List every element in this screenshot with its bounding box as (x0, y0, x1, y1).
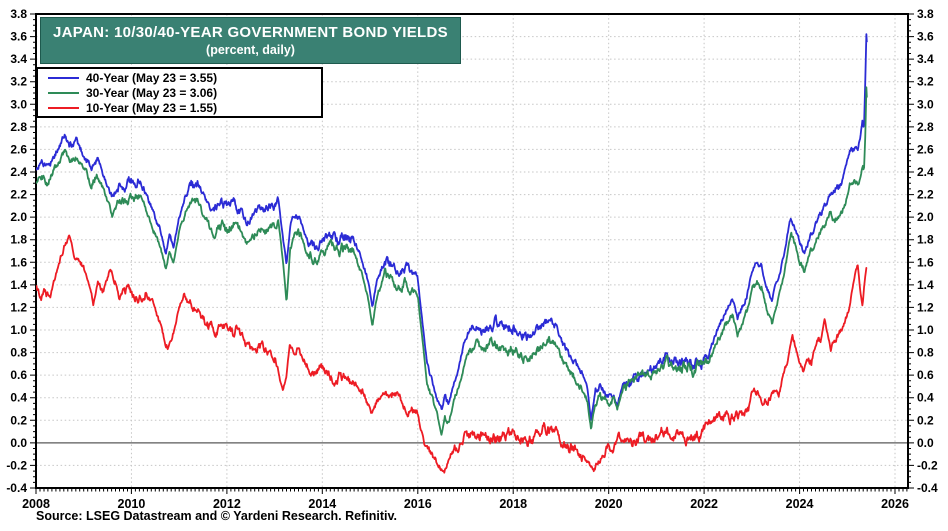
svg-text:2010: 2010 (118, 497, 146, 511)
chart-subtitle: (percent, daily) (206, 43, 295, 57)
svg-text:2.6: 2.6 (917, 142, 934, 156)
legend-line-swatch (48, 106, 79, 109)
svg-text:2.6: 2.6 (10, 142, 27, 156)
svg-text:-0.2: -0.2 (6, 458, 27, 472)
svg-text:3.2: 3.2 (10, 75, 27, 89)
svg-text:0.2: 0.2 (10, 413, 27, 427)
svg-text:3.6: 3.6 (917, 30, 934, 44)
svg-text:2020: 2020 (595, 497, 623, 511)
source-note: Source: LSEG Datastream and © Yardeni Re… (36, 509, 397, 523)
svg-text:2.4: 2.4 (917, 165, 934, 179)
svg-text:3.2: 3.2 (917, 75, 934, 89)
svg-text:-0.2: -0.2 (917, 458, 938, 472)
svg-text:1.2: 1.2 (10, 300, 27, 314)
svg-text:2024: 2024 (786, 497, 814, 511)
svg-text:2014: 2014 (308, 497, 336, 511)
svg-text:2.8: 2.8 (10, 120, 27, 134)
svg-text:2.2: 2.2 (917, 188, 934, 202)
svg-text:0.8: 0.8 (917, 346, 934, 360)
svg-text:0.6: 0.6 (10, 368, 27, 382)
svg-text:0.8: 0.8 (10, 346, 27, 360)
svg-text:2.0: 2.0 (10, 210, 27, 224)
svg-text:2022: 2022 (690, 497, 718, 511)
svg-text:2.0: 2.0 (917, 210, 934, 224)
svg-text:2.2: 2.2 (10, 188, 27, 202)
legend-item-10-year: 10-Year (May 23 = 1.55) (44, 101, 315, 115)
svg-text:3.4: 3.4 (917, 52, 934, 66)
legend-item-30-year: 30-Year (May 23 = 3.06) (44, 86, 315, 100)
svg-text:2016: 2016 (404, 497, 432, 511)
legend: 40-Year (May 23 = 3.55) 30-Year (May 23 =… (36, 67, 323, 118)
svg-text:1.8: 1.8 (10, 233, 27, 247)
svg-text:0.6: 0.6 (917, 368, 934, 382)
svg-text:0.2: 0.2 (917, 413, 934, 427)
svg-text:1.0: 1.0 (10, 323, 27, 337)
svg-text:0.0: 0.0 (10, 436, 27, 450)
svg-text:1.4: 1.4 (917, 278, 934, 292)
legend-line-swatch (48, 91, 79, 94)
svg-text:3.8: 3.8 (917, 7, 934, 21)
legend-label: 30-Year (May 23 = 3.06) (86, 85, 218, 100)
svg-text:2012: 2012 (213, 497, 241, 511)
plot-frame (35, 13, 909, 489)
legend-item-40-year: 40-Year (May 23 = 3.55) (44, 71, 315, 85)
legend-label: 10-Year (May 23 = 1.55) (86, 100, 218, 115)
svg-text:0.4: 0.4 (10, 391, 27, 405)
legend-line-swatch (48, 76, 79, 79)
svg-text:1.6: 1.6 (917, 255, 934, 269)
svg-text:3.6: 3.6 (10, 30, 27, 44)
svg-text:1.8: 1.8 (917, 233, 934, 247)
svg-text:2008: 2008 (22, 497, 50, 511)
chart-title-box: JAPAN: 10/30/40-YEAR GOVERNMENT BOND YIE… (40, 17, 461, 64)
svg-text:-0.4: -0.4 (6, 481, 27, 495)
svg-text:1.4: 1.4 (10, 278, 27, 292)
axis-ticks (30, 13, 914, 494)
svg-text:2026: 2026 (881, 497, 909, 511)
svg-text:3.0: 3.0 (10, 97, 27, 111)
x-axis-labels: 2008 2010 2012 2014 2016 2018 2020 2022 2024 2026 (22, 497, 909, 511)
y-axis-labels-right: -0.4 -0.2 0.0 0.2 0.4 0.6 0.8 1.0 1.2 1.4 1.6 1.8 2.… (917, 7, 938, 495)
svg-text:1.2: 1.2 (917, 300, 934, 314)
svg-text:2018: 2018 (499, 497, 527, 511)
y-axis-labels-left: -0.4 -0.2 0.0 0.2 0.4 0.6 0.8 1.0 1.2 1.4 1.6 1.8 2.… (6, 7, 27, 495)
series-line-40-year (36, 33, 868, 421)
series-line-10-year (36, 234, 868, 474)
svg-text:1.0: 1.0 (917, 323, 934, 337)
legend-label: 40-Year (May 23 = 3.55) (86, 70, 218, 85)
svg-text:2.4: 2.4 (10, 165, 27, 179)
svg-text:0.0: 0.0 (917, 436, 934, 450)
svg-text:3.0: 3.0 (917, 97, 934, 111)
svg-text:3.8: 3.8 (10, 7, 27, 21)
svg-text:1.6: 1.6 (10, 255, 27, 269)
svg-text:3.4: 3.4 (10, 52, 27, 66)
svg-text:2.8: 2.8 (917, 120, 934, 134)
svg-text:-0.4: -0.4 (917, 481, 938, 495)
chart-title: JAPAN: 10/30/40-YEAR GOVERNMENT BOND YIE… (53, 24, 448, 41)
svg-text:0.4: 0.4 (917, 391, 934, 405)
series-line-30-year (36, 86, 868, 436)
